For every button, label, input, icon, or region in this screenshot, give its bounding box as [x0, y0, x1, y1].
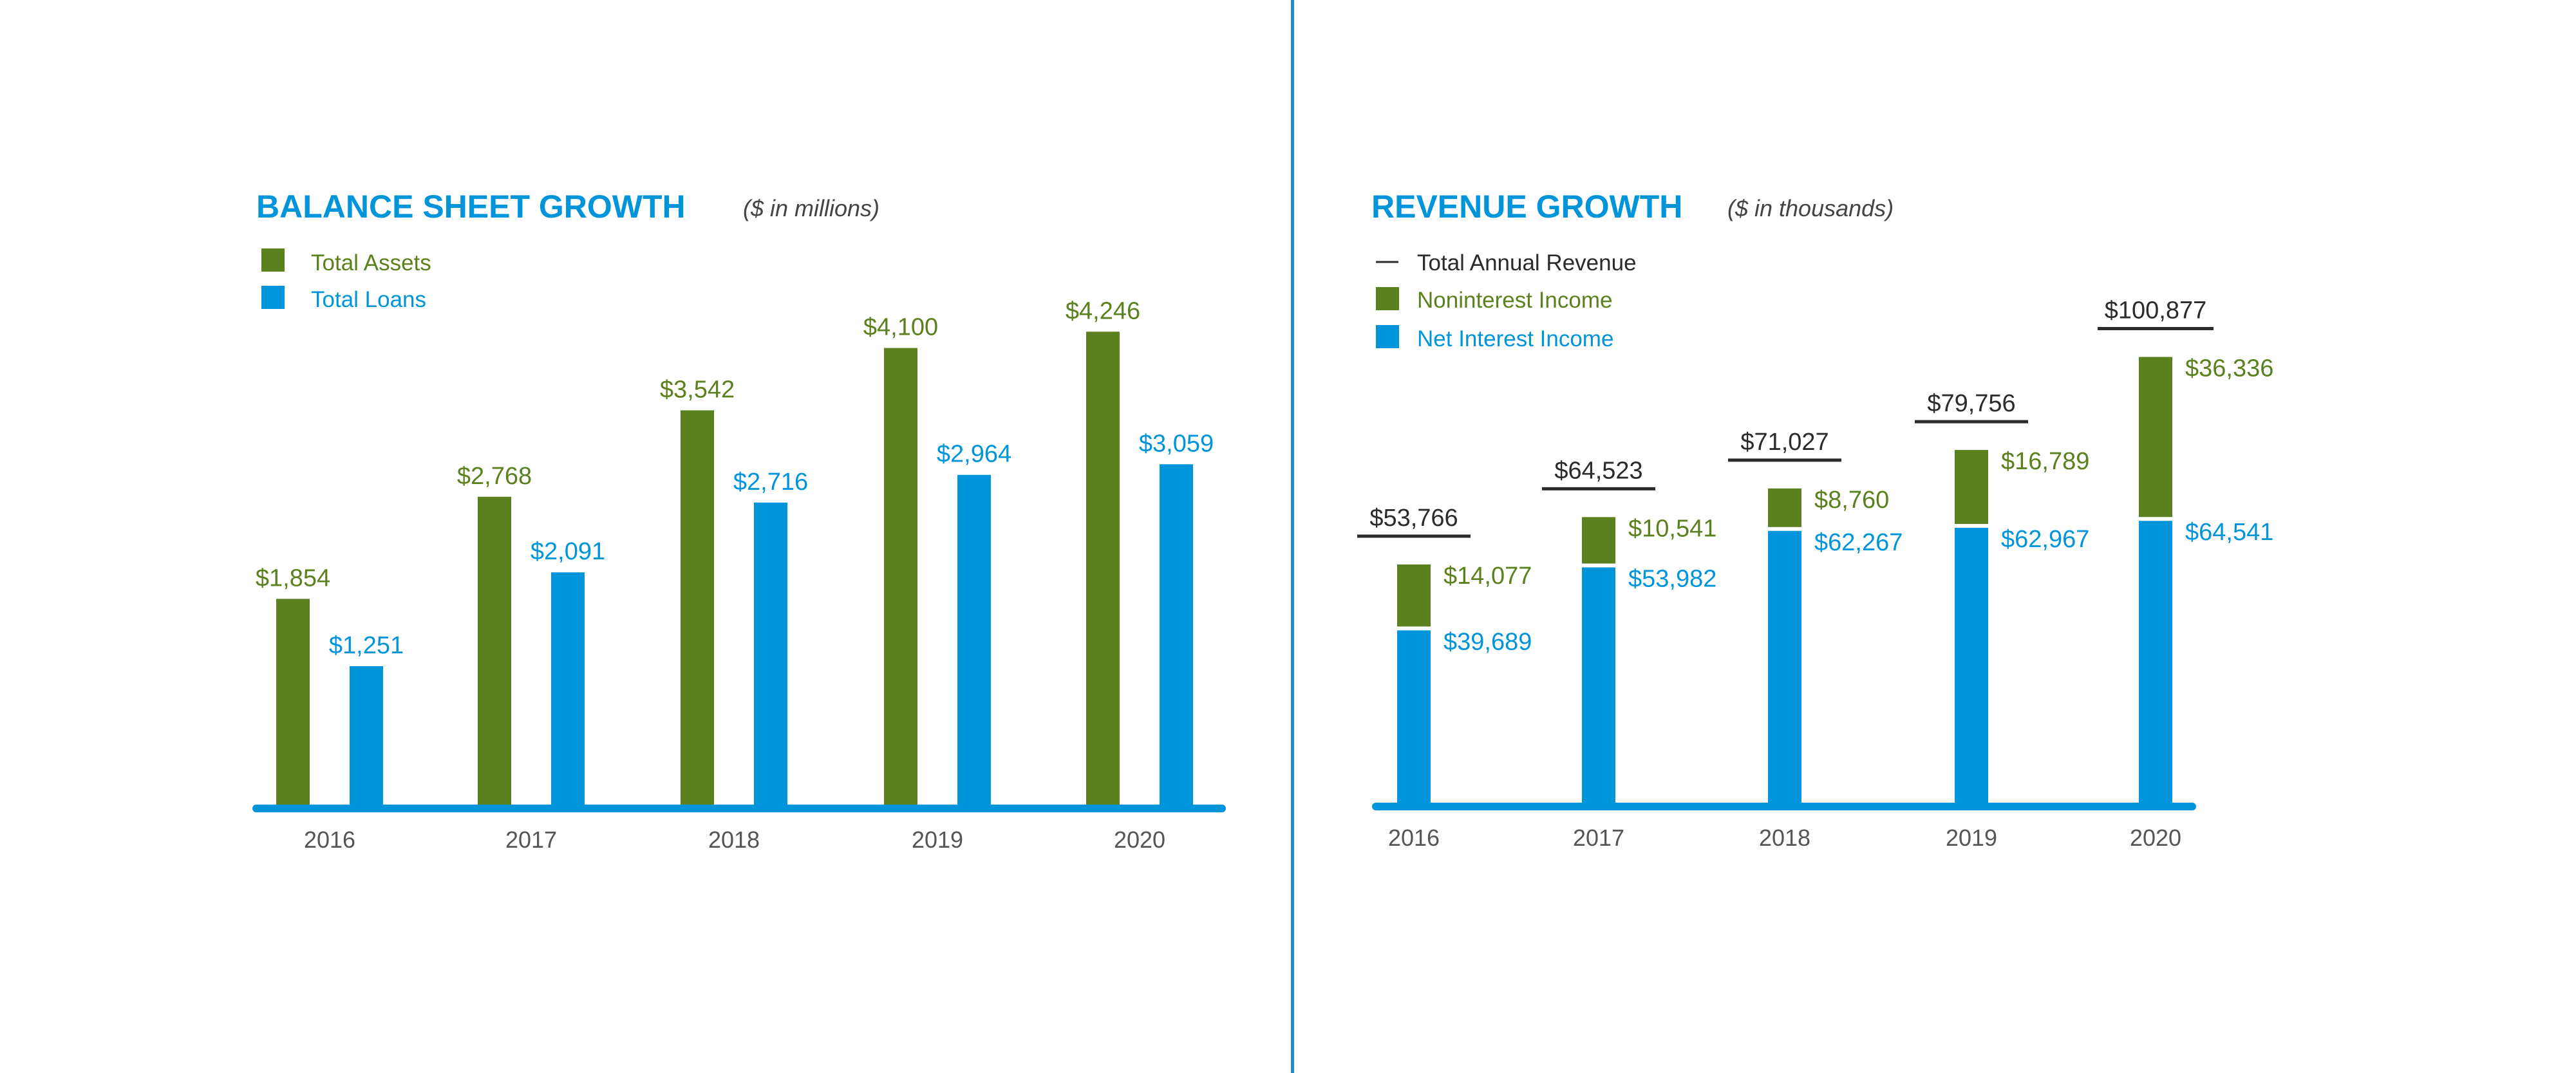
- total-label-2020: $100,877: [2105, 297, 2207, 324]
- revenue-subtitle: ($ in thousands): [1727, 195, 1894, 221]
- x-tick-2016: 2016: [1388, 825, 1440, 851]
- bar-noninterest-2016: [1397, 564, 1431, 627]
- legend-label-total-assets: Total Assets: [311, 250, 431, 275]
- x-tick-2018: 2018: [1759, 825, 1810, 851]
- label-net-interest-2019: $62,967: [2001, 526, 2089, 553]
- label-noninterest-2019: $16,789: [2001, 448, 2089, 475]
- bar-noninterest-2017: [1582, 517, 1615, 564]
- legend-swatch-net-interest: [1376, 325, 1399, 348]
- bar-net-interest-2020: [2139, 521, 2172, 805]
- bar-total-loans-2017: [551, 572, 585, 806]
- label-total-assets-2018: $3,542: [660, 376, 735, 403]
- label-total-assets-2016: $1,854: [256, 564, 330, 592]
- label-total-assets-2019: $4,100: [863, 314, 938, 341]
- label-total-loans-2019: $2,964: [937, 441, 1011, 468]
- bar-total-assets-2016: [276, 599, 310, 806]
- label-net-interest-2018: $62,267: [1814, 529, 1903, 556]
- legend-label-total-loans: Total Loans: [311, 287, 426, 312]
- legend-label-net-interest: Net Interest Income: [1417, 326, 1613, 351]
- x-tick-2018: 2018: [708, 826, 760, 853]
- label-noninterest-2018: $8,760: [1814, 487, 1889, 514]
- legend-swatch-total-assets: [261, 248, 285, 272]
- x-tick-2019: 2019: [912, 826, 963, 853]
- revenue-chart: REVENUE GROWTH ($ in thousands) Total An…: [1357, 189, 2273, 851]
- x-tick-2017: 2017: [505, 826, 557, 853]
- x-tick-2017: 2017: [1573, 825, 1624, 851]
- label-noninterest-2017: $10,541: [1628, 515, 1716, 542]
- bar-net-interest-2016: [1397, 630, 1431, 805]
- center-divider: [1291, 0, 1294, 1073]
- label-total-assets-2020: $4,246: [1066, 297, 1140, 324]
- total-label-2019: $79,756: [1927, 390, 2015, 417]
- bar-noninterest-2020: [2139, 357, 2172, 518]
- x-tick-2019: 2019: [1946, 825, 1997, 851]
- label-total-loans-2020: $3,059: [1139, 430, 1214, 457]
- balance-sheet-chart: BALANCE SHEET GROWTH ($ in millions) Tot…: [252, 189, 1226, 853]
- label-net-interest-2016: $39,689: [1443, 628, 1532, 655]
- bar-total-assets-2019: [884, 348, 917, 806]
- bar-total-loans-2019: [957, 474, 991, 806]
- balance-title: BALANCE SHEET GROWTH: [256, 189, 686, 225]
- legend-label-total-revenue: Total Annual Revenue: [1417, 250, 1637, 275]
- x-tick-2020: 2020: [2130, 825, 2181, 851]
- x-tick-2016: 2016: [304, 826, 355, 853]
- bar-net-interest-2019: [1955, 527, 1988, 805]
- bar-total-loans-2018: [754, 502, 787, 806]
- label-total-loans-2016: $1,251: [329, 632, 404, 659]
- label-net-interest-2020: $64,541: [2185, 519, 2273, 546]
- label-net-interest-2017: $53,982: [1628, 565, 1716, 592]
- legend-swatch-noninterest: [1376, 287, 1399, 310]
- balance-subtitle: ($ in millions): [743, 195, 879, 221]
- bar-total-assets-2017: [478, 496, 511, 806]
- label-noninterest-2016: $14,077: [1443, 563, 1532, 590]
- total-label-2017: $64,523: [1554, 457, 1642, 484]
- bar-noninterest-2018: [1768, 488, 1801, 527]
- total-label-2016: $53,766: [1369, 505, 1458, 532]
- label-total-assets-2017: $2,768: [457, 463, 532, 490]
- legend-swatch-total-loans: [261, 286, 285, 309]
- legend-label-noninterest: Noninterest Income: [1417, 288, 1612, 313]
- bar-net-interest-2018: [1768, 530, 1801, 805]
- label-total-loans-2017: $2,091: [531, 538, 605, 565]
- balance-plot-area: $1,854 $1,251 2016 $2,768 $2,091 2017 $3,542 $2…: [252, 297, 1226, 853]
- bar-total-loans-2020: [1160, 464, 1193, 806]
- total-label-2018: $71,027: [1740, 429, 1829, 456]
- bar-total-assets-2020: [1086, 331, 1120, 806]
- label-total-loans-2018: $2,716: [733, 469, 808, 496]
- revenue-plot-area: $39,689 $14,077 $53,766 2016 $53,982 $10,541 $…: [1357, 297, 2273, 851]
- bar-total-assets-2018: [681, 410, 714, 806]
- bar-net-interest-2017: [1582, 567, 1615, 805]
- bar-noninterest-2019: [1955, 450, 1988, 524]
- x-tick-2020: 2020: [1114, 826, 1165, 853]
- revenue-title: REVENUE GROWTH: [1371, 189, 1682, 225]
- label-noninterest-2020: $36,336: [2185, 355, 2273, 382]
- bar-total-loans-2016: [350, 666, 383, 806]
